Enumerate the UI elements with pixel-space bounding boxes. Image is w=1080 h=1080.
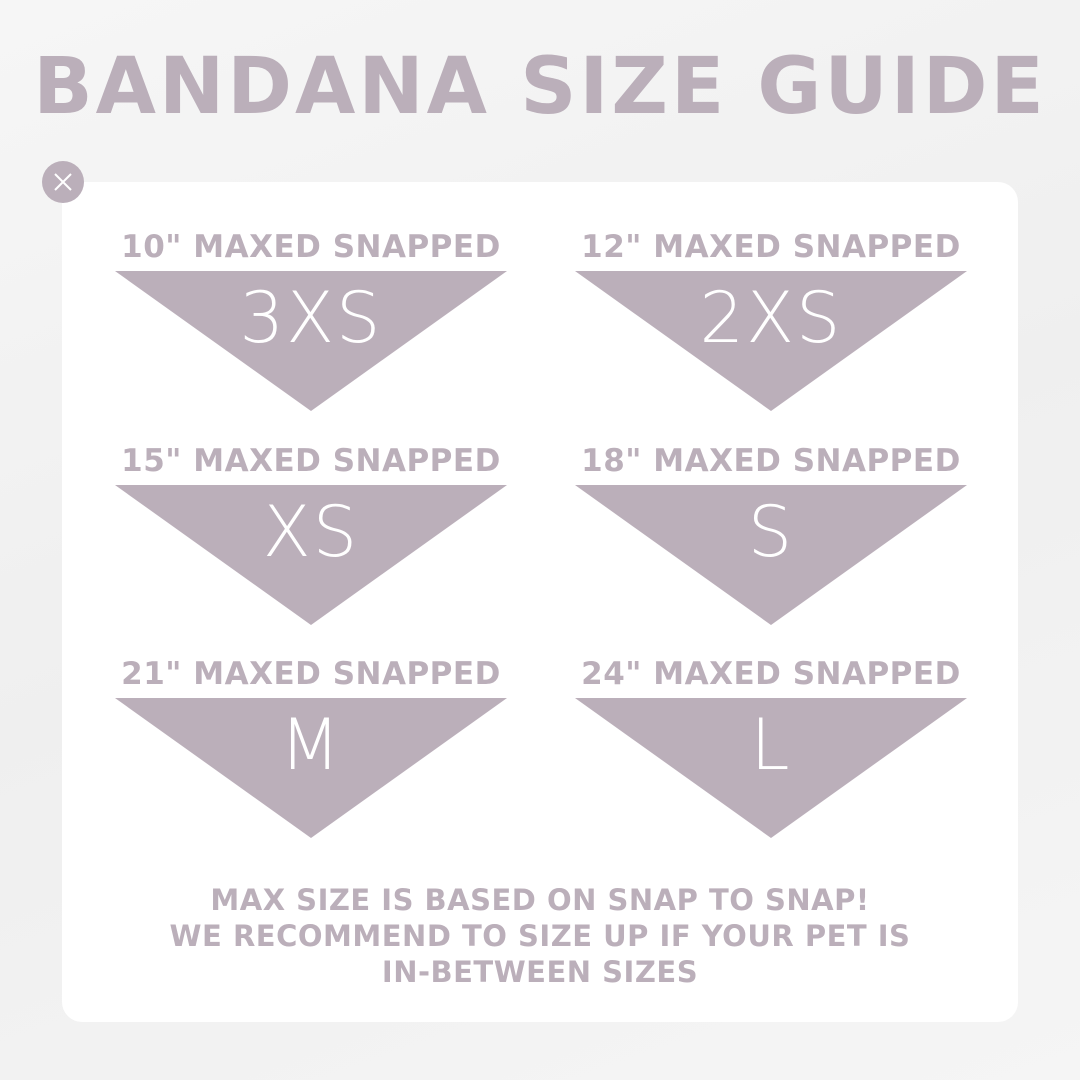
- size-measurement-label: 12" MAXED SNAPPED: [581, 229, 961, 265]
- size-card: 10" MAXED SNAPPED 3XS: [115, 229, 507, 413]
- sizing-note: MAX SIZE IS BASED ON SNAP TO SNAP! WE RE…: [0, 882, 1080, 990]
- size-name: L: [750, 704, 792, 786]
- bandana-triangle: [115, 271, 507, 411]
- note-line: WE RECOMMEND TO SIZE UP IF YOUR PET IS: [169, 919, 911, 953]
- size-card: 12" MAXED SNAPPED 2XS: [575, 229, 967, 413]
- size-card: 15" MAXED SNAPPED XS: [115, 443, 507, 627]
- size-name: 2XS: [699, 277, 843, 359]
- close-button[interactable]: [42, 161, 84, 203]
- bandana-triangle: [575, 485, 967, 625]
- size-card: 24" MAXED SNAPPED L: [575, 656, 967, 840]
- bandana-shape: 3XS: [115, 271, 507, 413]
- note-line: MAX SIZE IS BASED ON SNAP TO SNAP!: [210, 883, 870, 917]
- size-measurement-label: 21" MAXED SNAPPED: [121, 656, 501, 692]
- note-line: IN-BETWEEN SIZES: [381, 955, 699, 989]
- close-icon: [54, 173, 72, 191]
- size-card: 21" MAXED SNAPPED M: [115, 656, 507, 840]
- bandana-triangle: [575, 698, 967, 838]
- size-name: 3XS: [239, 277, 383, 359]
- page-title: BANDANA SIZE GUIDE: [33, 42, 1047, 132]
- bandana-shape: S: [575, 485, 967, 627]
- size-measurement-label: 15" MAXED SNAPPED: [121, 443, 501, 479]
- size-card: 18" MAXED SNAPPED S: [575, 443, 967, 627]
- bandana-shape: XS: [115, 485, 507, 627]
- size-name: XS: [262, 491, 360, 573]
- size-measurement-label: 24" MAXED SNAPPED: [581, 656, 961, 692]
- bandana-triangle: [115, 698, 507, 838]
- bandana-shape: L: [575, 698, 967, 840]
- size-name: S: [747, 491, 795, 573]
- size-measurement-label: 18" MAXED SNAPPED: [581, 443, 961, 479]
- size-measurement-label: 10" MAXED SNAPPED: [121, 229, 501, 265]
- bandana-shape: M: [115, 698, 507, 840]
- bandana-shape: 2XS: [575, 271, 967, 413]
- bandana-triangle: [115, 485, 507, 625]
- size-name: M: [279, 704, 343, 786]
- bandana-triangle: [575, 271, 967, 411]
